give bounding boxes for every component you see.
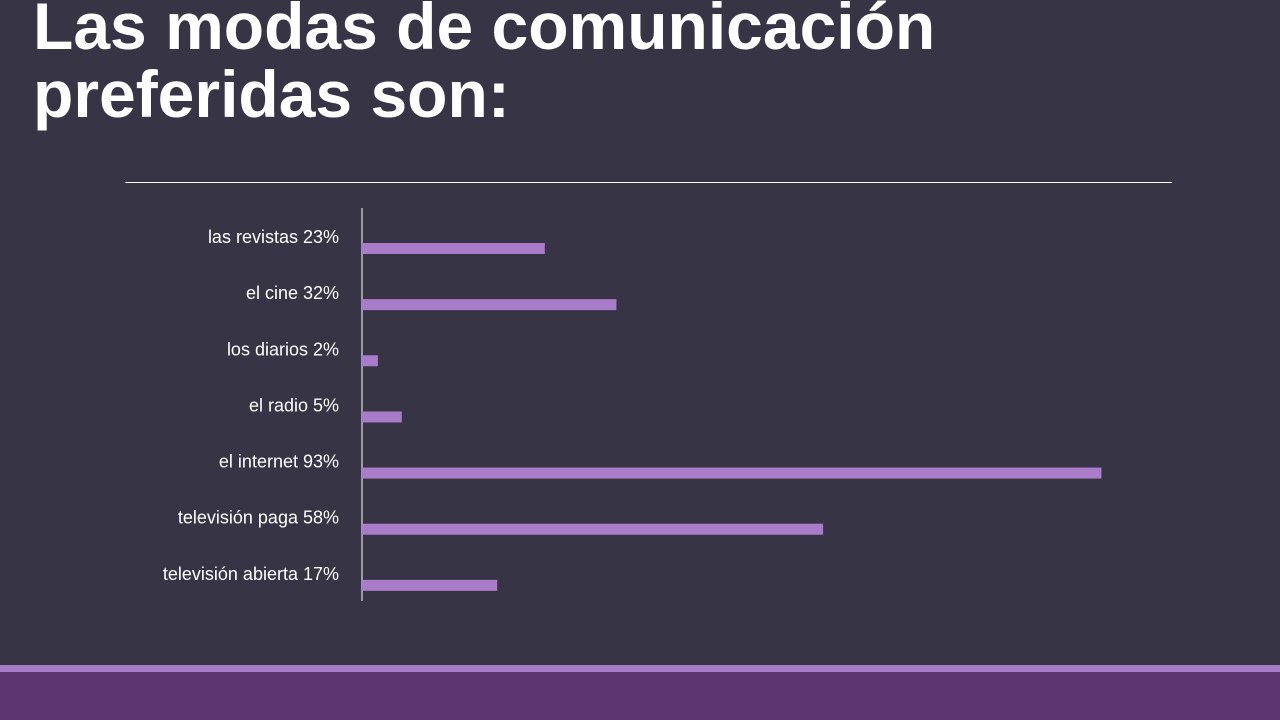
category-label: el internet 93% <box>219 452 339 472</box>
title-line-2: preferidas son: <box>33 57 510 131</box>
title-divider <box>125 182 1172 183</box>
category-label: los diarios 2% <box>227 339 339 359</box>
bar <box>362 467 1102 479</box>
category-label: televisión paga 58% <box>178 508 339 528</box>
category-label: las revistas 23% <box>208 227 339 247</box>
title-line-1: Las modas de comunicación <box>33 0 936 63</box>
bar <box>362 355 378 367</box>
category-label: el radio 5% <box>249 395 339 415</box>
bar <box>362 299 617 311</box>
slide-title: Las modas de comunicación preferidas son… <box>33 0 1233 128</box>
category-label: el cine 32% <box>246 283 339 303</box>
category-label: televisión abierta 17% <box>163 564 339 584</box>
bar <box>362 523 824 535</box>
bar <box>362 243 545 254</box>
footer-accent-stripe <box>0 665 1280 672</box>
footer-band <box>0 672 1280 720</box>
bar <box>362 579 498 591</box>
bar <box>362 411 402 423</box>
